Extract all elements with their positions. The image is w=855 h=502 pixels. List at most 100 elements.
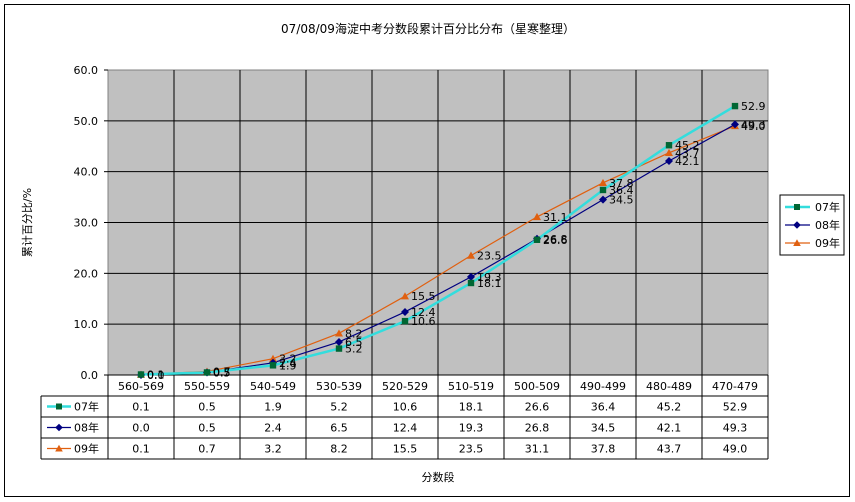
table-cell-value: 49.3 (723, 422, 748, 435)
x-axis-label: 分数段 (422, 470, 455, 484)
table-cell-value: 42.1 (657, 422, 682, 435)
table-cell-value: 12.4 (393, 422, 418, 435)
series-line (140, 123, 736, 376)
data-point (335, 345, 343, 352)
data-label: 23.5 (477, 250, 502, 263)
data-label: 52.9 (741, 100, 766, 113)
data-label: 31.1 (543, 211, 568, 224)
table-series-name: 07年 (74, 400, 99, 414)
legend-key-marker (793, 221, 801, 229)
table-cell-value: 45.2 (657, 401, 682, 414)
x-tick-label: 530-539 (316, 380, 362, 393)
y-axis-label: 累计百分比/% (21, 188, 34, 257)
x-tick-label: 480-489 (646, 380, 692, 393)
table-cell-value: 0.5 (198, 422, 216, 435)
data-label: 34.5 (609, 194, 634, 207)
table-cell-value: 18.1 (459, 401, 484, 414)
table-cell-value: 23.5 (459, 443, 484, 456)
legend-key-marker (793, 239, 801, 247)
chart-title: 07/08/09海淀中考分数段累计百分比分布（星寒整理） (281, 21, 575, 36)
data-label: 10.6 (411, 315, 436, 328)
x-tick-label: 470-479 (712, 380, 758, 393)
chart-svg: 07/08/09海淀中考分数段累计百分比分布（星寒整理） 0.0 10.0 20.0 3… (21, 21, 845, 484)
data-point (731, 120, 739, 129)
table-cell-value: 52.9 (723, 401, 748, 414)
data-point (665, 142, 673, 149)
data-label: 43.7 (675, 147, 700, 160)
data-label: 0.1 (147, 368, 165, 381)
data-label: 0.0 (147, 369, 165, 382)
table-cell-value: 5.2 (330, 401, 348, 414)
legend-label: 08年 (815, 218, 840, 232)
table-cell-value: 0.1 (132, 443, 150, 456)
table-cell-value: 3.2 (264, 443, 282, 456)
data-point (665, 156, 673, 165)
data-label: 0.5 (213, 366, 231, 379)
x-tick-label: 520-529 (382, 380, 428, 393)
table-key-marker (55, 444, 63, 452)
table-series-name: 09年 (74, 442, 99, 456)
data-point (599, 178, 607, 187)
table-key-marker (55, 423, 63, 432)
data-point (599, 186, 607, 194)
data-point (401, 317, 409, 325)
table-cell-value: 31.1 (525, 443, 550, 456)
data-label: 0.5 (213, 366, 231, 379)
legend-label: 07年 (815, 200, 840, 214)
table-cell-value: 49.0 (723, 443, 748, 456)
table-cell-value: 2.4 (264, 422, 282, 435)
x-tick-label: 490-499 (580, 380, 626, 393)
data-label: 45.2 (675, 139, 700, 152)
y-tick-label: 20.0 (74, 267, 99, 280)
data-point (401, 292, 409, 300)
data-label: 6.5 (345, 336, 363, 349)
x-tick-label: 500-509 (514, 380, 560, 393)
y-tick-label: 10.0 (74, 318, 99, 331)
data-point (335, 337, 343, 346)
table-cell-value: 6.5 (330, 422, 348, 435)
data-point (269, 354, 277, 362)
data-point (335, 329, 343, 337)
data-point (533, 212, 541, 221)
y-tick-label: 50.0 (74, 115, 99, 128)
table-cell-value: 19.3 (459, 422, 484, 435)
data-label: 19.3 (477, 271, 502, 284)
table-cell-value: 26.6 (525, 401, 550, 414)
data-label: 37.8 (609, 177, 634, 190)
data-label: 1.9 (279, 359, 297, 372)
data-label: 0.1 (147, 368, 165, 381)
data-point (467, 279, 475, 287)
data-point (467, 272, 475, 281)
x-tick-label: 560-569 (118, 380, 164, 393)
data-point (467, 251, 475, 259)
data-point (533, 236, 541, 243)
data-point (401, 307, 409, 316)
table-cell-value: 10.6 (393, 401, 418, 414)
table-cell-value: 34.5 (591, 422, 616, 435)
legend-key-marker (794, 204, 800, 210)
table-cell-value: 0.1 (132, 401, 150, 414)
table-cell-value: 15.5 (393, 443, 418, 456)
table-cell-value: 36.4 (591, 401, 616, 414)
data-label: 15.5 (411, 290, 436, 303)
table-cell-value: 26.8 (525, 422, 550, 435)
table-cell-value: 43.7 (657, 443, 682, 456)
y-tick-label: 40.0 (74, 166, 99, 179)
table-cell-value: 37.8 (591, 443, 616, 456)
y-tick-label: 30.0 (74, 217, 99, 230)
data-label: 8.2 (345, 327, 363, 340)
table-series-name: 08年 (74, 421, 99, 435)
table-cell-value: 0.7 (198, 443, 216, 456)
x-tick-label: 540-549 (250, 380, 296, 393)
data-label: 42.1 (675, 155, 700, 168)
table-cell-value: 0.0 (132, 422, 150, 435)
data-label: 49.3 (741, 118, 766, 131)
data-label: 12.4 (411, 306, 436, 319)
table-cell-value: 8.2 (330, 443, 348, 456)
data-point (731, 102, 739, 110)
data-point (269, 362, 277, 369)
data-label: 18.1 (477, 277, 502, 290)
data-point (137, 371, 145, 378)
x-tick-label: 510-519 (448, 380, 494, 393)
series-line (140, 105, 736, 376)
